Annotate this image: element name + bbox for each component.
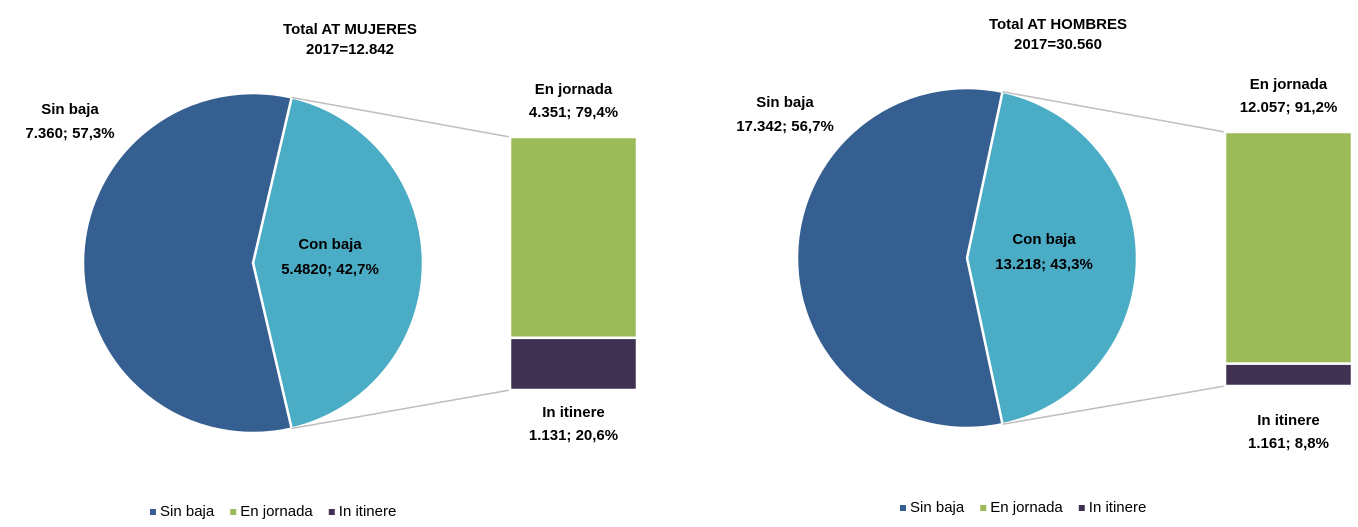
legend-swatch <box>328 509 335 515</box>
bar-value-label: 12.057; 91,2% <box>1240 99 1338 116</box>
slice-label: Con baja <box>1012 231 1076 248</box>
chart-title: Total AT MUJERES <box>283 21 417 38</box>
connector-line <box>1002 91 1226 133</box>
legend-swatch <box>1078 505 1085 511</box>
bar-value-label: 4.351; 79,4% <box>529 104 618 121</box>
connector-line <box>291 96 511 138</box>
bar-segment <box>508 135 639 340</box>
legend-label: Sin baja <box>160 503 215 520</box>
legend-label: In itinere <box>1089 499 1147 516</box>
chart-title: Total AT HOMBRES <box>989 16 1127 33</box>
slice-value-label: 5.4820; 42,7% <box>281 261 379 278</box>
legend-label: En jornada <box>240 503 313 520</box>
connector-line <box>1002 385 1226 425</box>
chart-subtitle: 2017=12.842 <box>306 41 394 58</box>
bar-segment <box>508 336 639 392</box>
bar-label: In itinere <box>542 404 605 421</box>
bar-segment <box>1223 362 1354 388</box>
pie-slice <box>251 95 425 431</box>
legend-swatch <box>980 505 987 511</box>
legend-swatch <box>150 509 156 515</box>
legend-label: Sin baja <box>910 499 965 516</box>
slice-label: Con baja <box>298 236 362 253</box>
bar-label: En jornada <box>1250 76 1328 93</box>
legend-swatch <box>230 509 237 515</box>
bar-label: In itinere <box>1257 412 1320 429</box>
slice-value-label: 7.360; 57,3% <box>25 125 114 142</box>
pie-slice <box>81 91 294 435</box>
chart-subtitle: 2017=30.560 <box>1014 36 1102 53</box>
legend-label: En jornada <box>990 499 1063 516</box>
bar-segment <box>1223 130 1354 365</box>
pie-slice <box>795 86 1005 430</box>
slice-value-label: 17.342; 56,7% <box>736 118 834 135</box>
bar-label: En jornada <box>535 81 613 98</box>
connector-line <box>291 389 511 430</box>
slice-label: Sin baja <box>41 101 99 118</box>
slice-value-label: 13.218; 43,3% <box>995 256 1093 273</box>
legend-label: In itinere <box>339 503 397 520</box>
legend-swatch <box>900 505 906 511</box>
pie-slice <box>965 90 1139 426</box>
bar-value-label: 1.131; 20,6% <box>529 427 618 444</box>
bar-value-label: 1.161; 8,8% <box>1248 435 1329 452</box>
slice-label: Sin baja <box>756 94 814 111</box>
